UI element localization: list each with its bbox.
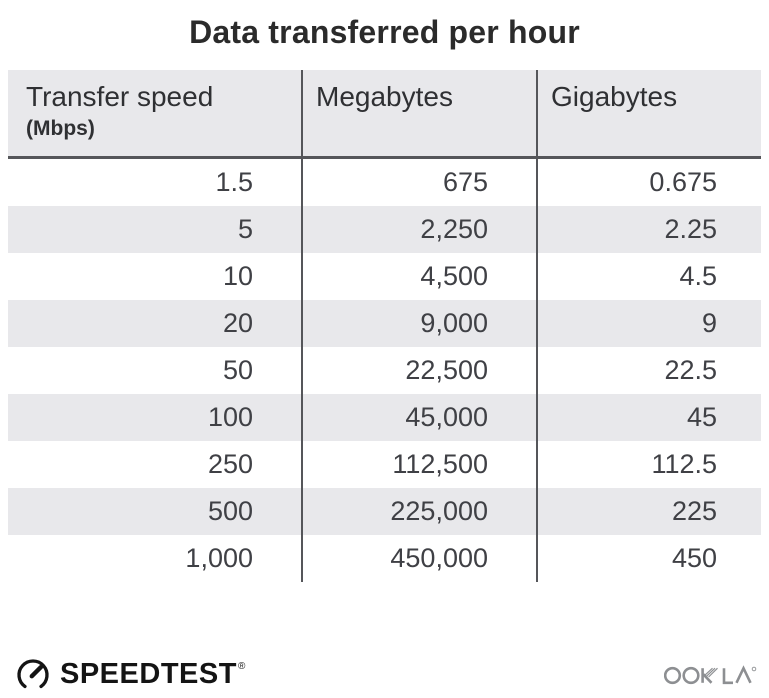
cell-gigabytes: 225 (671, 496, 717, 526)
cell-transfer-speed: 5 (8, 206, 303, 253)
speedtest-logo: SPEEDTEST ® (13, 654, 245, 694)
column-header-label: Transfer speed (26, 81, 214, 112)
speedtest-gauge-icon (17, 659, 49, 689)
table-row: 20 9,000 9 (8, 300, 761, 347)
table-row: 500 225,000 225 (8, 488, 761, 535)
cell-gigabytes: 2.25 (664, 214, 717, 244)
cell-transfer-speed: 500 (8, 488, 303, 535)
cell-megabytes: 9,000 (303, 300, 538, 347)
cell-megabytes: 675 (303, 159, 538, 206)
cell-gigabytes: 45 (686, 402, 717, 432)
data-table: Transfer speed (Mbps) Megabytes Gigabyte… (8, 70, 761, 582)
cell-gigabytes: 450 (671, 543, 717, 573)
cell-transfer-speed: 10 (8, 253, 303, 300)
table-row: 1.5 675 0.675 (8, 159, 761, 206)
cell-transfer-speed: 100 (8, 394, 303, 441)
table-row: 5 2,250 2.25 (8, 206, 761, 253)
cell-transfer-speed: 50 (8, 347, 303, 394)
cell-megabytes: 450,000 (303, 535, 538, 582)
cell-megabytes: 2,250 (303, 206, 538, 253)
page-title: Data transferred per hour (189, 14, 580, 50)
ookla-logo (664, 662, 758, 688)
ookla-wordmark-icon (664, 665, 757, 685)
cell-megabytes: 22,500 (303, 347, 538, 394)
table-header-row: Transfer speed (Mbps) Megabytes Gigabyte… (8, 70, 761, 159)
column-header-megabytes: Megabytes (303, 70, 538, 156)
column-header-transfer-speed: Transfer speed (Mbps) (8, 70, 303, 156)
cell-gigabytes: 22.5 (664, 355, 717, 385)
cell-gigabytes: 0.675 (649, 167, 717, 197)
column-header-label: Megabytes (316, 81, 453, 112)
table-row: 10 4,500 4.5 (8, 253, 761, 300)
cell-transfer-speed: 1.5 (8, 159, 303, 206)
column-header-gigabytes: Gigabytes (538, 70, 761, 156)
cell-gigabytes: 4.5 (679, 261, 717, 291)
column-header-sublabel: (Mbps) (26, 117, 95, 140)
table-row: 100 45,000 45 (8, 394, 761, 441)
speedtest-wordmark: SPEEDTEST (60, 658, 237, 690)
column-header-label: Gigabytes (551, 81, 678, 112)
cell-megabytes: 112,500 (303, 441, 538, 488)
cell-transfer-speed: 250 (8, 441, 303, 488)
registered-trademark-icon: ® (237, 661, 246, 672)
cell-megabytes: 45,000 (303, 394, 538, 441)
table-row: 1,000 450,000 450 (8, 535, 761, 582)
table-row: 250 112,500 112.5 (8, 441, 761, 488)
table-row: 50 22,500 22.5 (8, 347, 761, 394)
cell-transfer-speed: 1,000 (8, 535, 303, 582)
table-body: 1.5 675 0.675 5 2,250 2.25 10 4,500 4.5 … (8, 159, 761, 582)
cell-gigabytes: 9 (701, 308, 717, 338)
cell-megabytes: 225,000 (303, 488, 538, 535)
cell-transfer-speed: 20 (8, 300, 303, 347)
cell-gigabytes: 112.5 (651, 449, 717, 479)
cell-megabytes: 4,500 (303, 253, 538, 300)
